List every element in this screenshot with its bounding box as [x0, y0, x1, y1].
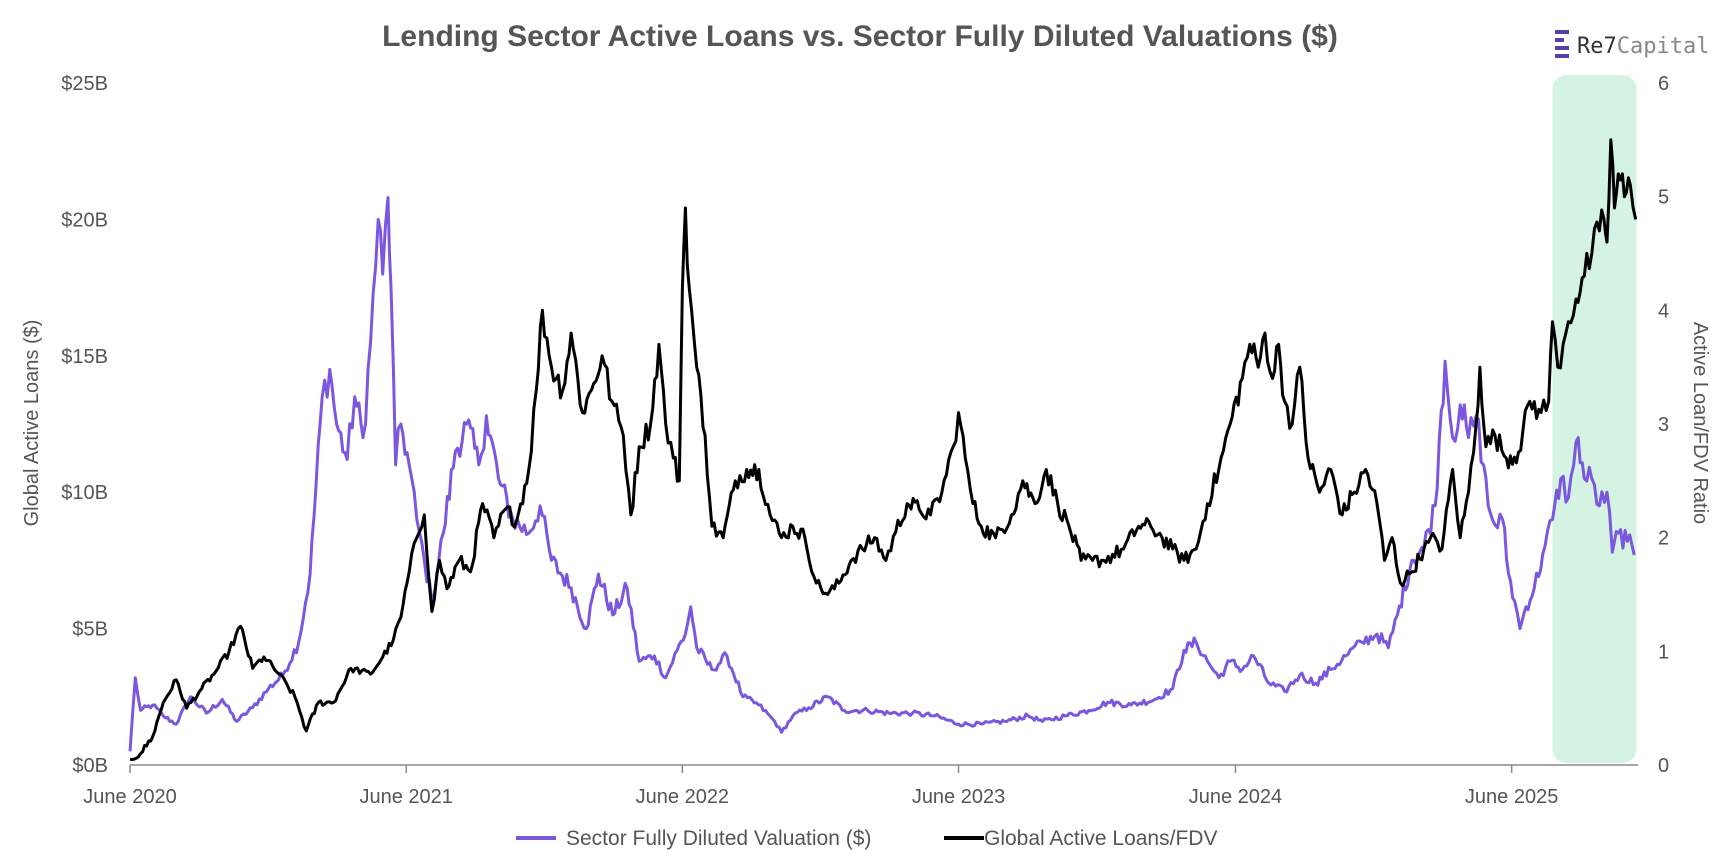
highlight-band: [1552, 75, 1637, 763]
left-tick-label: $15B: [61, 346, 108, 368]
logo-text: Re7Capital: [1577, 34, 1709, 59]
logo-part1: Re7: [1577, 34, 1617, 59]
series-line-1: [129, 138, 1638, 761]
right-tick-label: 1: [1658, 641, 1669, 663]
logo-mark-icon: [1555, 30, 1569, 58]
left-tick-label: $25B: [61, 73, 108, 95]
left-tick-label: $10B: [61, 482, 108, 504]
left-tick-label: $0B: [72, 755, 108, 777]
right-axis-title: Active Loan/FDV Ratio: [1689, 322, 1711, 524]
legend-label-fdv: Sector Fully Diluted Valuation ($): [566, 827, 871, 850]
series-line-0: [128, 196, 1636, 752]
x-tick-label: June 2021: [359, 786, 452, 808]
logo: Re7Capital: [1555, 30, 1709, 59]
x-tick-label: June 2020: [83, 786, 176, 808]
x-tick-label: June 2022: [636, 786, 729, 808]
logo-part2: Capital: [1617, 34, 1710, 59]
right-tick-label: 0: [1658, 755, 1669, 777]
left-axis-ticks: $0B $5B $10B $15B $20B $25B: [61, 73, 108, 777]
right-tick-label: 2: [1658, 528, 1669, 550]
left-tick-label: $5B: [72, 619, 108, 641]
right-tick-label: 4: [1658, 300, 1669, 322]
chart-title: Lending Sector Active Loans vs. Sector F…: [382, 20, 1338, 53]
left-tick-label: $20B: [61, 209, 108, 231]
x-tick-label: June 2025: [1465, 786, 1558, 808]
x-tick-label: June 2023: [912, 786, 1005, 808]
right-tick-label: 3: [1658, 414, 1669, 436]
legend-label-ratio: Global Active Loans/FDV: [984, 827, 1217, 850]
right-axis-ticks: 0 1 2 3 4 5 6: [1658, 73, 1669, 777]
right-tick-label: 5: [1658, 187, 1669, 209]
x-axis-ticks: June 2020 June 2021 June 2022 June 2023 June…: [83, 765, 1558, 808]
left-axis-title: Global Active Loans ($): [21, 320, 43, 527]
legend-item-fdv[interactable]: Sector Fully Diluted Valuation ($): [516, 827, 871, 850]
legend-item-ratio[interactable]: Global Active Loans/FDV: [944, 827, 1217, 850]
right-tick-label: 6: [1658, 73, 1669, 95]
x-tick-label: June 2024: [1189, 786, 1282, 808]
legend: Sector Fully Diluted Valuation ($) Globa…: [516, 827, 1217, 850]
series-layer: [128, 138, 1638, 761]
